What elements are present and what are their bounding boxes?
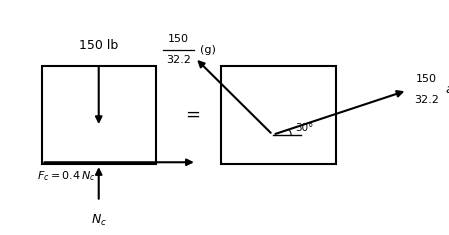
Bar [221,66,336,164]
Text: 32.2: 32.2 [166,55,191,65]
Text: 150: 150 [416,74,437,84]
Text: $\mathit{a}$: $\mathit{a}$ [445,83,449,96]
Bar [42,66,156,164]
Text: $F_c = 0.4\,N_c$: $F_c = 0.4\,N_c$ [37,169,96,183]
Text: 150: 150 [168,34,189,44]
Text: $N_c$: $N_c$ [91,213,107,228]
Text: 150 lb: 150 lb [79,39,119,52]
Text: (g): (g) [200,45,216,55]
Text: 32.2: 32.2 [414,95,439,105]
Text: =: = [185,106,200,124]
Text: 30°: 30° [295,123,313,133]
